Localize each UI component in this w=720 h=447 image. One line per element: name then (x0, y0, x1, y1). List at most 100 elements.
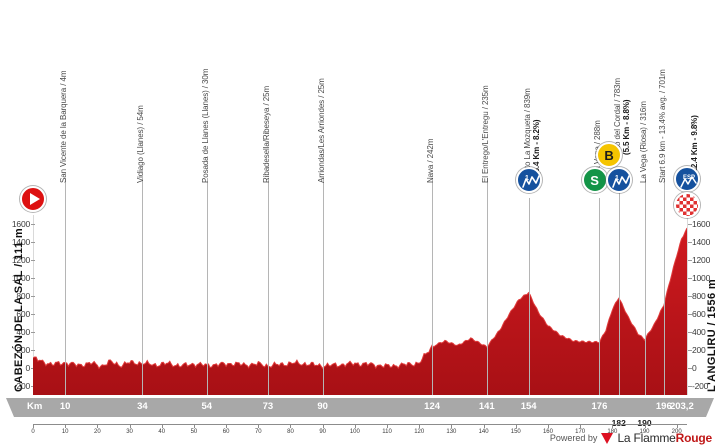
km-band-label: 196 (655, 401, 672, 412)
ruler-tick (515, 424, 517, 428)
y-tick-mark-left (31, 314, 35, 315)
y-tick-label-left: 1000 (11, 273, 30, 283)
y-tick-label-left: 200 (16, 345, 30, 355)
ruler-tick-label: 40 (158, 429, 166, 435)
locality-line (267, 178, 269, 395)
ruler-tick (354, 424, 356, 428)
finish-location-title: L'ANGLIRU / 1556 m (706, 278, 718, 392)
climb-mozqueta: 1 (515, 167, 542, 193)
flamme-rouge-brand: La FlammeRouge (617, 431, 712, 445)
y-tick-label-left: 1200 (11, 255, 30, 265)
y-tick-mark-left (31, 278, 35, 279)
km-band-label: 34 (137, 401, 148, 412)
locality-label: La Vega (Riosa) / 316m (638, 101, 648, 183)
y-axis-right (687, 215, 688, 395)
y-tick-mark-left (31, 224, 35, 225)
start-marker (20, 186, 46, 212)
locality-label: San Vicente de la Barquera / 4m (59, 70, 69, 183)
locality-line (618, 178, 620, 395)
km-unit-label: Km (27, 401, 43, 412)
y-tick-label-left: 1600 (11, 219, 30, 229)
km-band-label: 154 (520, 401, 537, 412)
ruler-tick (644, 424, 646, 428)
km-band-label: 73 (262, 401, 274, 412)
ruler-tick-label: 150 (510, 429, 521, 435)
y-tick-label-left: 800 (16, 291, 30, 301)
km-band-label: 124 (424, 401, 441, 412)
ruler-tick (33, 424, 34, 428)
locality-label: El Entrego/L'Entregu / 235m (480, 85, 490, 183)
y-tick-label-left: 0 (25, 363, 30, 373)
y-tick-label-right: 800 (692, 291, 706, 301)
bonus-cordal: B (596, 142, 623, 168)
ruler-tick (580, 424, 582, 428)
locality-label: Start 6.9 km - 13.4% avg. / 701m (657, 69, 667, 183)
km-band-label: 90 (317, 401, 328, 412)
y-tick-mark-right (688, 314, 692, 315)
locality-line (599, 198, 601, 395)
y-tick-label-right: 0 (692, 363, 697, 373)
ruler-baseline (33, 424, 687, 425)
distance-ruler: 0 10 20 30 40 50 60 70 80 90 100 110 120 130 140 150 160… (0, 424, 720, 438)
ruler-tick-label: 110 (382, 429, 392, 435)
ruler-tick (322, 424, 324, 428)
svg-text:1: 1 (525, 175, 529, 182)
climb-cordal: 1 (605, 167, 632, 193)
y-tick-label-left: -200 (13, 381, 30, 391)
sprint-la-vega: S (581, 167, 608, 193)
ruler-tick-label: 170 (575, 429, 586, 435)
y-tick-label-right: -200 (692, 381, 709, 391)
brand-light-text: La Flamme (617, 431, 676, 445)
y-tick-label-right: 200 (692, 345, 706, 355)
locality-label: Posada de Llanes (Llanes) / 30m (200, 68, 210, 183)
elevation-profile-area (33, 215, 687, 395)
y-tick-mark-right (688, 386, 692, 387)
ruler-tick-label: 200 (671, 429, 682, 435)
locality-label: Arriondas/Les Arriondes / 25m (316, 78, 326, 183)
locality-line (206, 178, 208, 395)
ruler-tick (226, 424, 228, 428)
ruler-tick (483, 424, 485, 428)
powered-by-label: Powered by (549, 433, 598, 443)
y-tick-mark-right (688, 278, 692, 279)
ruler-tick (612, 424, 614, 428)
elevation-area-path (33, 227, 687, 395)
y-tick-label-left: 1400 (11, 237, 30, 247)
ruler-tick (290, 424, 292, 428)
ruler-tick (547, 424, 549, 428)
locality-line (486, 178, 488, 395)
y-tick-mark-left (31, 350, 35, 351)
locality-line (663, 178, 665, 395)
ruler-tick-label: 50 (190, 429, 198, 435)
km-band-label: 141 (478, 401, 495, 412)
y-tick-mark-right (688, 368, 692, 369)
ruler-tick (258, 424, 260, 428)
y-tick-mark-right (688, 296, 692, 297)
ruler-tick-label: 190 (639, 429, 650, 435)
locality-label: Alto La Mozqueta / 839m (522, 88, 532, 175)
ruler-tick-label: 90 (319, 429, 326, 435)
ruler-tick-label: 140 (478, 429, 489, 435)
y-tick-mark-left (31, 242, 35, 243)
ruler-tick-label: 0 (31, 429, 35, 435)
ruler-tick (387, 424, 389, 428)
locality-line (322, 178, 324, 395)
locality-line (142, 178, 144, 395)
climb-angliru: ESP (674, 166, 700, 192)
ruler-tick-label: 120 (414, 429, 425, 435)
ruler-tick (193, 424, 195, 428)
footer-credit: Powered by La FlammeRouge (550, 431, 712, 445)
y-tick-label-right: 600 (692, 309, 706, 319)
y-tick-label-left: 600 (16, 309, 30, 319)
km-band-label: 176 (591, 401, 608, 412)
locality-label: Vidiago (Llanes) / 54m (136, 105, 146, 183)
ruler-tick-label: 100 (349, 429, 360, 435)
y-tick-label-right: 1600 (692, 219, 711, 229)
ruler-tick-label: 80 (287, 429, 294, 435)
y-tick-mark-right (688, 224, 692, 225)
km-band-label: 10 (59, 401, 71, 412)
ruler-tick (161, 424, 163, 428)
km-band: Km 10 34 54 73 90 124 141 154 176 182 190 196 203,2 (0, 398, 720, 428)
locality-label: Nava / 242m (426, 138, 436, 183)
